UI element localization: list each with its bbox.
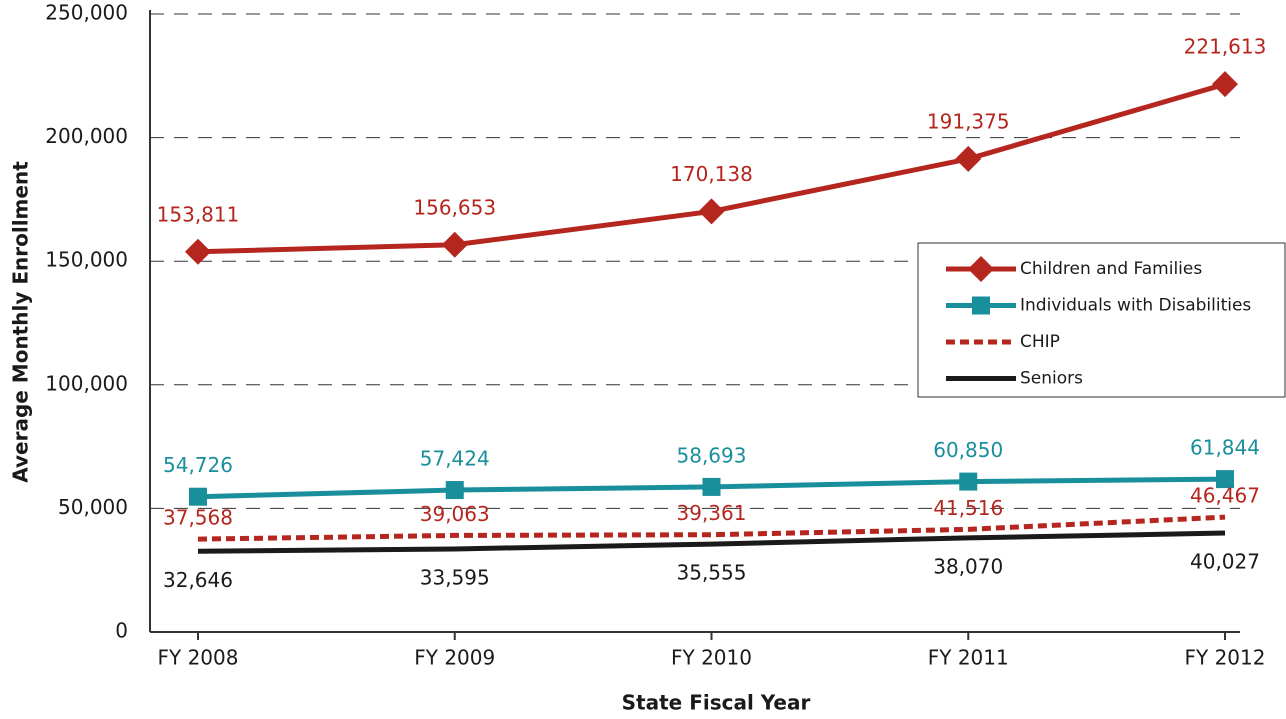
data-label: 39,361 — [677, 501, 747, 525]
data-label: 60,850 — [933, 438, 1003, 462]
series-line — [197, 530, 1226, 554]
legend-label: Children and Families — [1020, 259, 1202, 279]
data-label: 156,653 — [413, 195, 496, 219]
data-label: 35,555 — [677, 561, 747, 585]
data-label: 33,595 — [420, 565, 490, 589]
y-tick-label: 200,000 — [45, 124, 128, 148]
point-marker — [959, 472, 978, 491]
data-label: 41,516 — [933, 496, 1003, 520]
legend-label: Individuals with Disabilities — [1020, 296, 1251, 316]
data-label: 38,070 — [933, 554, 1003, 578]
data-label: 170,138 — [670, 162, 753, 186]
data-label: 58,693 — [677, 443, 747, 467]
point-marker — [441, 231, 468, 258]
point-marker — [955, 145, 982, 172]
x-tick-label: FY 2012 — [1185, 646, 1266, 670]
data-label: 54,726 — [163, 453, 233, 477]
y-tick-label: 250,000 — [45, 1, 128, 25]
y-tick-label: 150,000 — [45, 248, 128, 272]
data-label: 39,063 — [420, 502, 490, 526]
point-marker — [445, 481, 464, 500]
point-marker — [972, 296, 990, 315]
data-label: 57,424 — [420, 447, 490, 471]
data-label: 61,844 — [1190, 436, 1260, 460]
y-tick-label: 50,000 — [58, 495, 128, 519]
series-line — [197, 514, 1226, 542]
data-label: 46,467 — [1190, 484, 1260, 508]
data-label: 37,568 — [163, 506, 233, 530]
point-marker — [698, 198, 725, 225]
x-tick-label: FY 2009 — [414, 646, 495, 670]
data-label: 40,027 — [1190, 550, 1260, 574]
point-marker — [189, 487, 207, 506]
x-tick-label: FY 2008 — [158, 646, 239, 670]
y-tick-label: 100,000 — [45, 371, 128, 395]
x-tick-label: FY 2011 — [928, 646, 1009, 670]
y-tick-label: 0 — [115, 619, 128, 643]
point-marker — [1216, 470, 1234, 489]
data-label: 221,613 — [1184, 35, 1267, 59]
point-marker — [968, 256, 994, 282]
point-marker — [1212, 71, 1238, 98]
x-tick-label: FY 2010 — [671, 646, 752, 670]
y-axis-title: Average Monthly Enrollment — [9, 161, 33, 483]
data-label: 153,811 — [157, 202, 240, 226]
data-label: 32,646 — [163, 568, 233, 592]
legend-label: Seniors — [1020, 369, 1083, 389]
point-marker — [702, 477, 721, 496]
point-marker — [185, 238, 211, 265]
x-axis-title: State Fiscal Year — [622, 691, 811, 715]
legend-label: CHIP — [1020, 332, 1060, 352]
data-label: 191,375 — [927, 109, 1010, 133]
